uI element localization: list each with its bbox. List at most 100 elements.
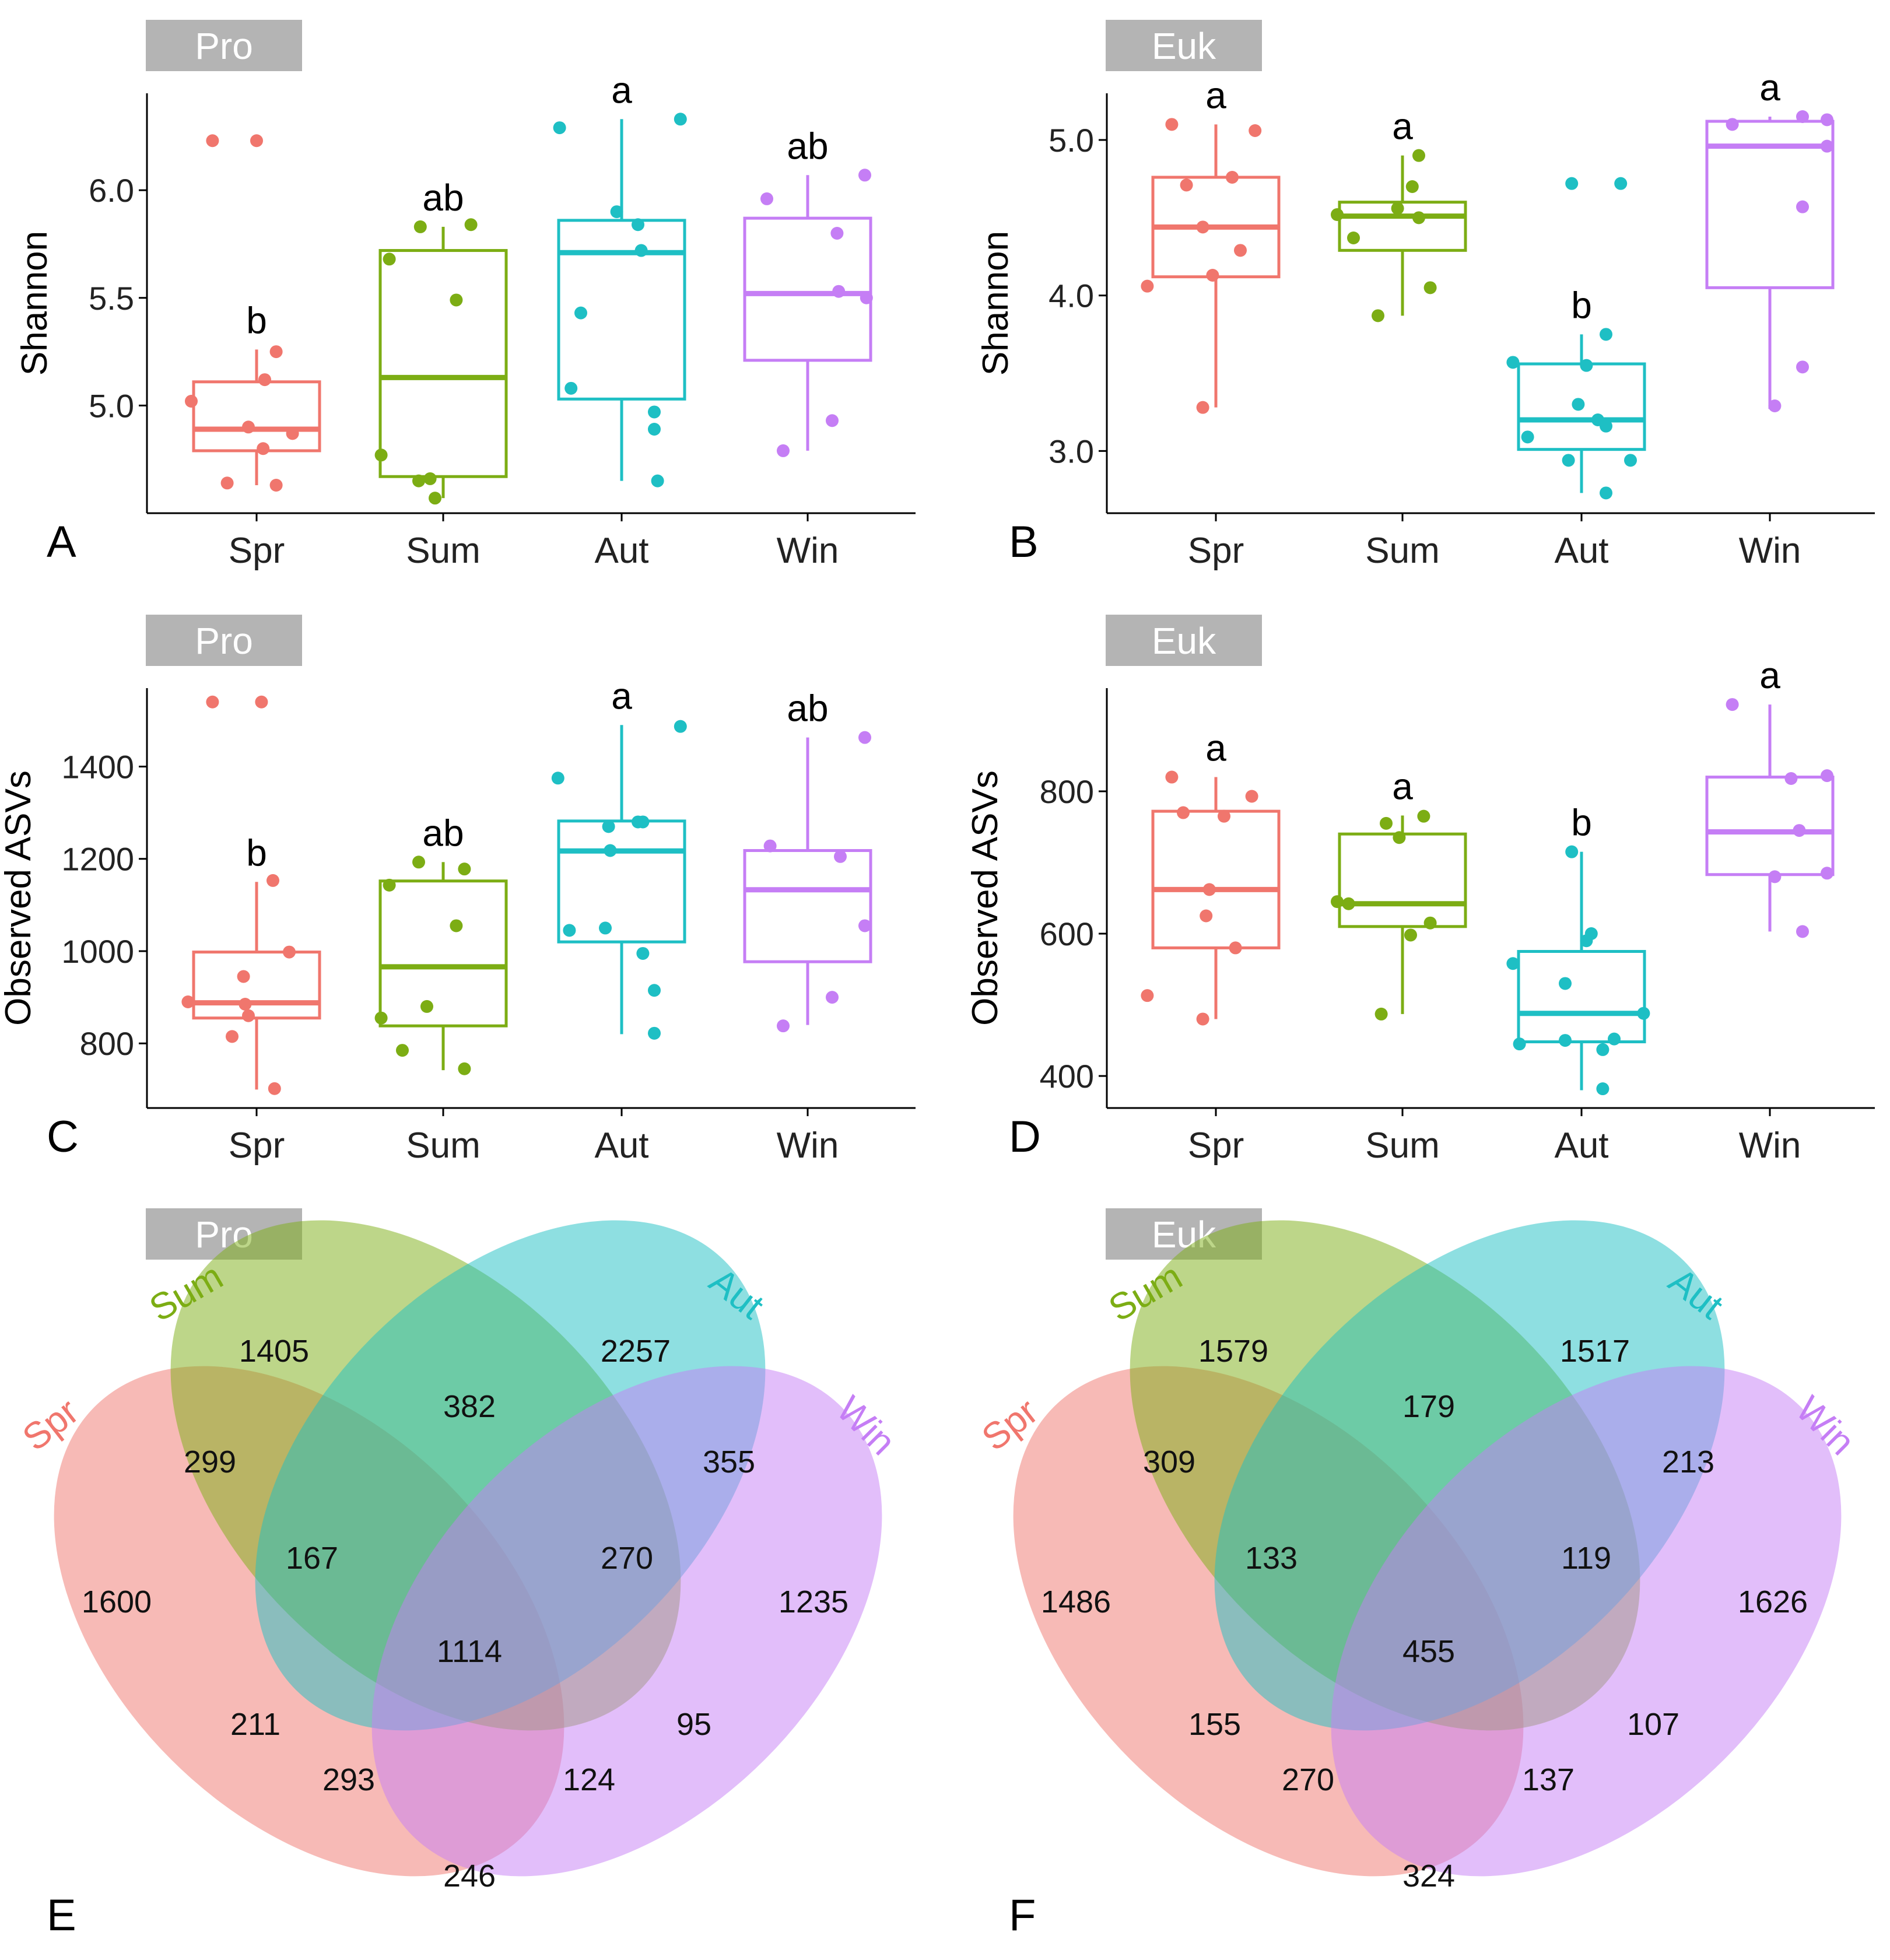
data-point	[1206, 269, 1219, 282]
y-tick-label: 800	[80, 1025, 134, 1062]
box-spr: a	[1141, 727, 1281, 1026]
boxplot-panel-a: Pro 5.0 5.5 6.0 Shannon Spr Sum Aut Win Ab ab a ab	[15, 20, 916, 571]
data-point	[574, 306, 587, 320]
data-point	[826, 414, 839, 427]
data-point	[374, 1011, 388, 1025]
data-point	[412, 474, 425, 488]
boxplot-panel-b: Euk 3.0 4.0 5.0 Shannon Spr Sum Aut Win Ba a b a	[976, 20, 1875, 571]
x-tick-label: Aut	[1554, 531, 1608, 571]
data-point	[267, 874, 279, 887]
box-aut: a	[551, 675, 687, 1040]
data-point	[1226, 171, 1239, 184]
box-sum: ab	[374, 177, 508, 505]
data-point	[1165, 770, 1179, 784]
boxplot-panel-d: Euk 400 600 800 Observed ASVs Spr Sum Aut Win Da a…	[965, 615, 1875, 1166]
significance-letter: a	[1205, 727, 1226, 769]
data-point	[860, 291, 873, 304]
significance-letter: b	[1571, 802, 1592, 844]
strip-label: Pro	[195, 620, 253, 662]
data-point	[1565, 845, 1579, 858]
data-point	[1249, 124, 1262, 137]
data-point	[1614, 177, 1628, 190]
data-point	[464, 218, 478, 232]
box-aut: a	[553, 69, 687, 488]
data-point	[1229, 941, 1242, 955]
data-point	[1412, 211, 1425, 225]
data-point	[450, 293, 463, 307]
box-iqr	[378, 249, 508, 478]
data-point	[834, 850, 847, 863]
venn-count-sum-win: 95	[676, 1707, 711, 1742]
box-iqr	[378, 879, 508, 1028]
significance-letter: b	[1571, 284, 1592, 326]
significance-letter: ab	[422, 812, 464, 854]
data-point	[1177, 806, 1190, 819]
data-point	[1513, 1037, 1526, 1051]
venn-count-aut: 1517	[1560, 1334, 1630, 1369]
data-point	[420, 1000, 433, 1013]
box-iqr	[1705, 776, 1835, 876]
box-win: ab	[743, 688, 872, 1033]
data-point	[413, 220, 427, 233]
data-point	[1196, 1012, 1209, 1026]
venn-count-sum-aut-win: 270	[601, 1541, 653, 1576]
panel-letter: E	[47, 1891, 76, 1940]
data-point	[1200, 909, 1213, 923]
y-axis-label: Shannon	[976, 231, 1016, 376]
significance-letter: a	[1759, 654, 1780, 696]
data-point	[286, 427, 299, 440]
data-point	[1796, 110, 1809, 123]
x-tick-label: Win	[1739, 1125, 1801, 1166]
data-point	[563, 924, 576, 937]
data-point	[636, 815, 650, 829]
y-tick-label: 5.5	[89, 280, 134, 317]
venn-count-spr-sum-win: 137	[1522, 1762, 1575, 1797]
boxplot-panel-c: Pro 800 1000 1200 1400 Observed ASVs Spr Sum Aut…	[0, 615, 916, 1166]
venn-count-spr: 1486	[1041, 1584, 1111, 1619]
data-point	[1821, 113, 1833, 127]
data-point	[832, 285, 846, 298]
venn-count-all: 1114	[437, 1634, 502, 1669]
venn-count-all: 455	[1402, 1634, 1455, 1669]
box-sum: a	[1331, 106, 1467, 322]
data-point	[1423, 281, 1437, 294]
significance-letter: a	[1759, 66, 1780, 108]
data-point	[648, 1026, 661, 1040]
data-point	[858, 169, 871, 182]
venn-count-sum-aut-win: 119	[1561, 1541, 1611, 1576]
data-point	[458, 862, 471, 876]
x-tick-label: Aut	[594, 531, 648, 571]
data-point	[1726, 118, 1739, 131]
data-point	[1393, 831, 1406, 844]
data-point	[1423, 916, 1437, 930]
box-iqr	[1705, 120, 1835, 289]
x-tick-label: Spr	[1188, 531, 1244, 571]
x-tick-label: Spr	[229, 1125, 285, 1166]
data-point	[1391, 202, 1404, 215]
x-tick-label: Sum	[406, 531, 480, 571]
data-point	[858, 919, 871, 932]
data-point	[1141, 989, 1154, 1002]
venn-count-win: 1626	[1738, 1584, 1808, 1619]
significance-letter: ab	[422, 177, 464, 219]
data-point	[220, 476, 234, 490]
x-tick-label: Sum	[406, 1125, 480, 1166]
data-point	[777, 444, 790, 457]
significance-letter: ab	[787, 125, 828, 167]
y-tick-label: 3.0	[1049, 433, 1094, 469]
data-point	[1796, 360, 1809, 374]
venn-count-spr-sum: 299	[184, 1444, 236, 1479]
box-sum: a	[1331, 765, 1467, 1021]
venn-count-spr-win: 246	[443, 1859, 496, 1894]
data-point	[1726, 698, 1739, 711]
panel-letter: D	[1009, 1112, 1041, 1162]
data-point	[412, 855, 425, 869]
data-point	[185, 395, 198, 408]
data-point	[634, 244, 648, 257]
data-point	[250, 134, 263, 148]
venn-count-spr-sum-aut: 133	[1245, 1541, 1298, 1576]
x-tick-label: Sum	[1365, 1125, 1439, 1166]
data-point	[1821, 769, 1833, 783]
data-point	[1417, 809, 1430, 823]
data-point	[239, 997, 252, 1011]
